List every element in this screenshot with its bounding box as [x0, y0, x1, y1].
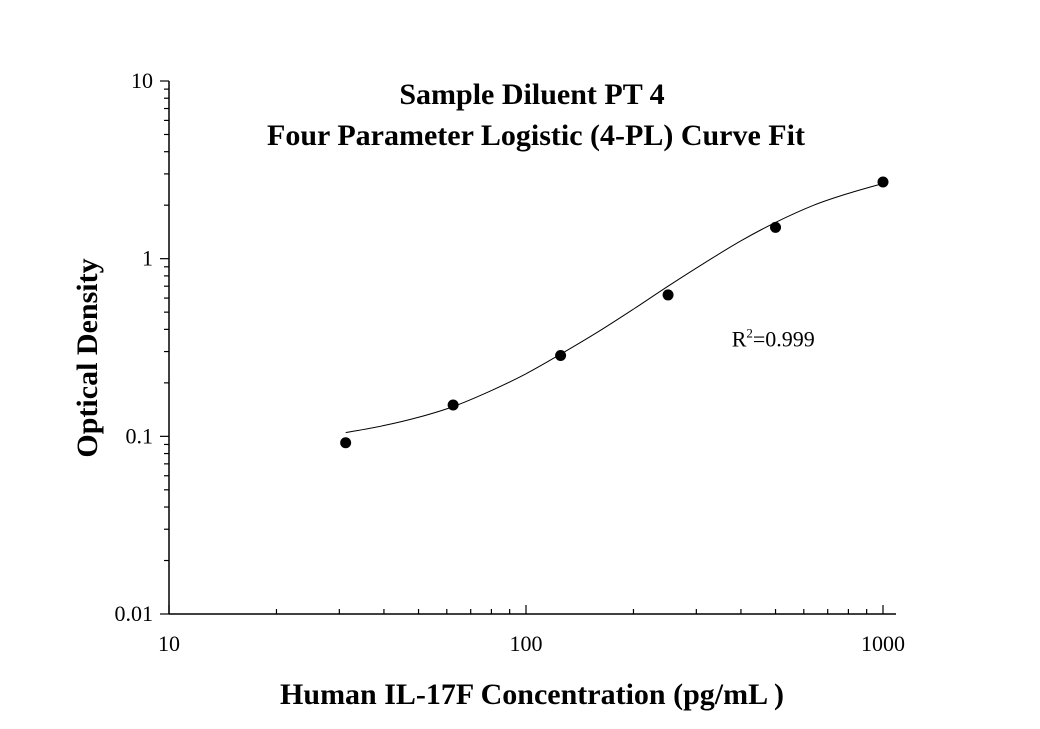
axes: 10 100 1000 0.01 0.1 1 10: [115, 68, 906, 656]
x-axis-label: Human IL-17F Concentration (pg/mL ): [280, 678, 784, 711]
chart-title-line2: Four Parameter Logistic (4-PL) Curve Fit: [267, 119, 805, 152]
r-squared-value: =0.999: [753, 327, 815, 352]
x-tick-label: 100: [510, 631, 543, 656]
x-tick-label: 1000: [861, 631, 905, 656]
r-squared-superscript: 2: [746, 326, 753, 341]
fit-curve-layer: [345, 182, 884, 434]
r-squared-annotation: R2=0.999: [732, 326, 815, 352]
data-points-layer: [340, 176, 889, 449]
data-point: [877, 176, 889, 188]
y-tick-label: 0.1: [126, 423, 154, 448]
y-axis-label: Optical Density: [71, 258, 104, 457]
data-point: [447, 399, 459, 411]
chart-title-line1: Sample Diluent PT 4: [399, 78, 664, 111]
y-tick-label: 10: [131, 68, 153, 93]
y-tick-label: 1: [142, 246, 153, 271]
x-tick-label: 10: [158, 631, 180, 656]
data-point: [555, 350, 567, 362]
data-point: [770, 221, 782, 233]
r-squared-base: R: [732, 327, 747, 352]
y-tick-label: 0.01: [115, 601, 154, 626]
fit-curve: [345, 182, 884, 434]
data-point: [340, 437, 352, 449]
data-point: [662, 289, 674, 301]
